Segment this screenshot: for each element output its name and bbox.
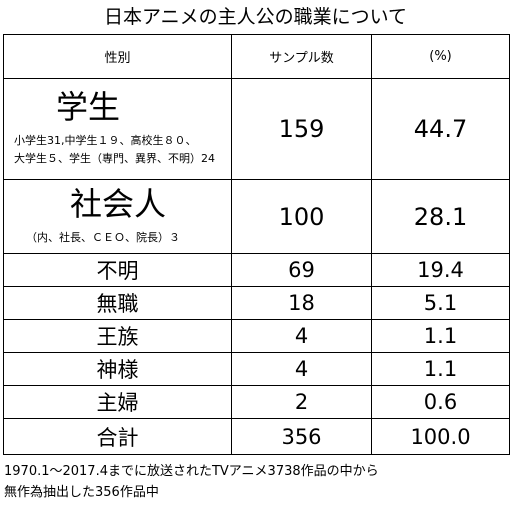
footnote-line-1: 1970.1～2017.4までに放送されたTVアニメ3738作品の中から [4, 464, 379, 479]
percent-god: 1.1 [371, 352, 510, 386]
percent-royalty: 1.1 [371, 319, 510, 353]
category-label-god: 神様 [3, 352, 232, 386]
category-cell-student: 学生 小学生31,中学生１９、高校生８０、 大学生５、学生（専門、異界、不明）2… [3, 78, 232, 180]
category-label-unknown: 不明 [3, 253, 232, 287]
count-unknown: 69 [231, 253, 372, 287]
count-total: 356 [231, 418, 372, 455]
percent-housewife: 0.6 [371, 385, 510, 419]
count-royalty: 4 [231, 319, 372, 353]
table-row-god: 神様 4 1.1 [3, 352, 510, 386]
table-row-royalty: 王族 4 1.1 [3, 319, 510, 353]
category-label-housewife: 主婦 [3, 385, 232, 419]
category-label-student: 学生 [56, 88, 121, 126]
footnote: 1970.1～2017.4までに放送されたTVアニメ3738作品の中から 無作為… [4, 461, 509, 503]
percent-unemployed: 5.1 [371, 286, 510, 320]
table-row-unemployed: 無職 18 5.1 [3, 286, 510, 320]
percent-total: 100.0 [371, 418, 510, 455]
count-working-adult: 100 [231, 179, 372, 254]
category-label-working-adult: 社会人 [70, 184, 167, 223]
table-row-working-adult: 社会人 （内、社長、ＣＥＯ、院長）３ 100 28.1 [3, 179, 510, 254]
percent-working-adult: 28.1 [371, 179, 510, 254]
count-unemployed: 18 [231, 286, 372, 320]
count-housewife: 2 [231, 385, 372, 419]
footnote-line-2: 無作為抽出した356作品中 [4, 485, 159, 500]
table-header-row: 性別 サンプル数 (%) [3, 34, 510, 79]
table-row-unknown: 不明 69 19.4 [3, 253, 510, 287]
table-row-housewife: 主婦 2 0.6 [3, 385, 510, 419]
occupation-table: 性別 サンプル数 (%) 学生 小学生31,中学生１９、高校生８０、 大学生５、… [3, 34, 510, 455]
category-label-royalty: 王族 [3, 319, 232, 353]
category-note-student-2: 大学生５、学生（専門、異界、不明）24 [14, 152, 215, 165]
page-title: 日本アニメの主人公の職業について [103, 6, 408, 28]
category-cell-working-adult: 社会人 （内、社長、ＣＥＯ、院長）３ [3, 179, 232, 254]
category-label-total: 合計 [3, 418, 232, 455]
table-row-student: 学生 小学生31,中学生１９、高校生８０、 大学生５、学生（専門、異界、不明）2… [3, 78, 510, 180]
table-row-total: 合計 356 100.0 [3, 418, 510, 455]
header-sample-count: サンプル数 [231, 34, 372, 79]
percent-student: 44.7 [371, 78, 510, 180]
count-god: 4 [231, 352, 372, 386]
category-label-unemployed: 無職 [3, 286, 232, 320]
count-student: 159 [231, 78, 372, 180]
header-percent: (%) [371, 34, 510, 79]
header-category: 性別 [3, 34, 232, 79]
percent-unknown: 19.4 [371, 253, 510, 287]
category-note-student-1: 小学生31,中学生１９、高校生８０、 [14, 134, 197, 147]
category-note-working-adult: （内、社長、ＣＥＯ、院長）３ [26, 230, 180, 244]
